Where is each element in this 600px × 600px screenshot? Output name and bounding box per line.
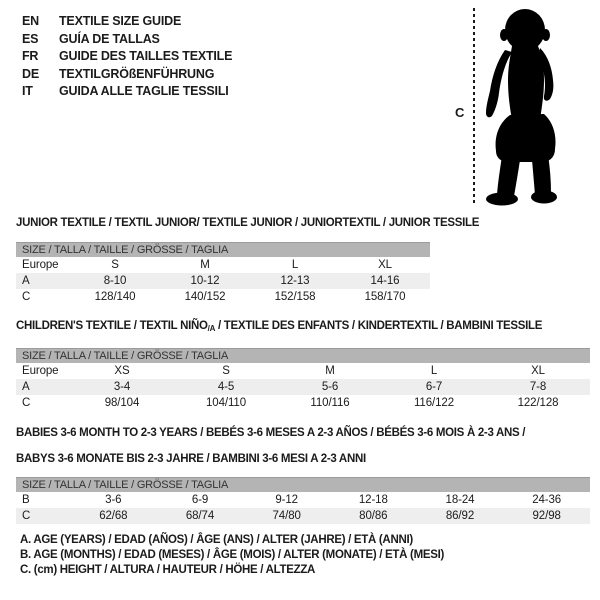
table-cell: 98/104 [104,396,140,409]
size-table-junior: JUNIOR TEXTILE / TEXTIL JUNIOR/ TEXTILE … [16,216,479,305]
height-dashed-line [473,8,475,206]
table-cell: 18-24 [445,494,475,506]
table-row: C 128/140 140/152 152/158 158/170 [16,289,430,305]
table-title-text: BABIES 3-6 MONTH TO 2-3 YEARS / BEBÉS 3-… [16,427,526,439]
table-cell: 3-6 [105,494,122,506]
size-table-children: CHILDREN'S TEXTILE / TEXTIL NIÑO/A / TEX… [16,319,590,411]
table-cell: 74/80 [272,510,301,522]
table-cell: 8-10 [103,274,127,287]
table-cell: XL [531,364,545,377]
table-title-text: JUNIOR TEXTILE / TEXTIL JUNIOR/ TEXTILE … [16,217,480,229]
table-cell: 140/152 [184,290,226,303]
size-table-babies: BABIES 3-6 MONTH TO 2-3 YEARS / BEBÉS 3-… [16,426,590,524]
table-cell: L [291,258,299,271]
size-header-bar: SIZE / TALLA / TAILLE / GRÖSSE / TAGLIA [16,477,590,492]
table-title: CHILDREN'S TEXTILE / TEXTIL NIÑO/A / TEX… [16,319,590,337]
guide-title-de: TEXTILGRÖßENFÜHRUNG [59,66,215,81]
table-row: A 3-4 4-5 5-6 6-7 7-8 [16,378,590,395]
table-cell: 3-4 [113,380,131,393]
table-cell: 6-9 [191,494,209,506]
table-cell: 12-13 [280,274,310,287]
table-cell: 92/98 [532,510,561,522]
table-cell: 4-5 [217,380,235,393]
table-cell: S [222,364,230,377]
table-row: B 3-6 6-9 9-12 12-18 18-24 24-36 [16,492,590,508]
table-title: BABIES 3-6 MONTH TO 2-3 YEARS / BEBÉS 3-… [16,426,590,441]
table-cell: S [111,258,119,271]
guide-title-fr: GUIDE DES TAILLES TEXTILE [59,49,233,64]
table-cell: 12-18 [358,494,388,506]
table-title-text: CHILDREN'S TEXTILE / TEXTIL NIÑO [16,320,208,332]
table-cell: 86/92 [445,510,475,522]
table-cell: 10-12 [190,274,220,287]
table-row: Europe XS S M L XL [16,363,590,379]
language-code: EN [22,14,39,28]
table-cell: 122/128 [517,396,559,409]
table-cell: 158/170 [364,290,406,303]
guide-title-it: GUIDA ALLE TAGLIE TESSILI [59,84,229,99]
table-cell: 7-8 [529,380,547,393]
legend-footnotes: A. AGE (YEARS) / EDAD (AÑOS) / ÂGE (ANS)… [20,533,444,579]
guide-title-es: GUÍA DE TALLAS [59,31,160,46]
table-cell: M [200,258,210,271]
table-row: A 8-10 10-12 12-13 14-16 [16,272,430,289]
table-cell: 14-16 [370,274,400,287]
table-cell: 62/68 [99,510,128,522]
height-figure: C [0,0,600,212]
language-code: DE [22,66,39,81]
row-label: Europe [22,258,59,271]
table-cell: 152/158 [274,290,316,303]
language-header: EN TEXTILE SIZE GUIDE ES GUÍA DE TALLAS FR GU… [22,13,232,101]
language-code: FR [22,49,39,64]
table-row: C 98/104 104/110 110/116 116/122 122/128 [16,395,590,411]
table-cell: XL [378,258,392,271]
footnote-line: C. (cm) HEIGHT / ALTURA / HAUTEUR / HÖHE… [20,564,316,577]
table-cell: 6-7 [425,380,443,393]
table-cell: 116/122 [413,396,455,409]
language-code: ES [22,31,39,46]
table-title: JUNIOR TEXTILE / TEXTIL JUNIOR/ TEXTILE … [16,216,479,231]
table-cell: 104/110 [205,396,247,409]
table-title-text: BABYS 3-6 MONATE BIS 2-3 JAHRE / BAMBINI… [16,452,366,465]
size-header-bar: SIZE / TALLA / TAILLE / GRÖSSE / TAGLIA [16,241,430,257]
row-label: Europe [22,364,59,377]
row-label: A [22,380,30,393]
footnote-line: B. AGE (MONTHS) / EDAD (MESES) / ÂGE (MO… [20,549,445,562]
row-label: A [22,274,30,287]
table-cell: 128/140 [94,290,136,303]
table-row: C 62/68 68/74 74/80 80/86 86/92 92/98 [16,508,590,524]
baby-silhouette-icon [486,9,557,206]
table-cell: 80/86 [359,510,388,522]
row-label: B [22,494,30,506]
language-code: IT [22,84,33,99]
table-cell: M [325,364,335,377]
table-cell: 110/116 [310,396,350,409]
size-header-bar: SIZE / TALLA / TAILLE / GRÖSSE / TAGLIA [16,347,590,363]
guide-title-en: TEXTILE SIZE GUIDE [59,14,182,28]
row-label: C [22,396,31,409]
table-cell: 5-6 [321,380,339,393]
height-measure-label: C [455,105,465,120]
table-title-text: / TEXTILE DES ENFANTS / KINDERTEXTIL / B… [215,320,543,332]
table-cell: XS [114,364,130,377]
table-title: BABYS 3-6 MONATE BIS 2-3 JAHRE / BAMBINI… [16,452,590,467]
table-cell: L [430,364,438,377]
table-cell: 68/74 [185,510,215,522]
table-row: Europe S M L XL [16,257,430,273]
row-label: C [22,290,31,303]
table-cell: 24-36 [532,494,562,506]
row-label: C [22,510,31,522]
table-cell: 9-12 [275,494,298,506]
table-title-subscript: /A [207,324,216,333]
footnote-line: A. AGE (YEARS) / EDAD (AÑOS) / ÂGE (ANS)… [20,534,413,546]
